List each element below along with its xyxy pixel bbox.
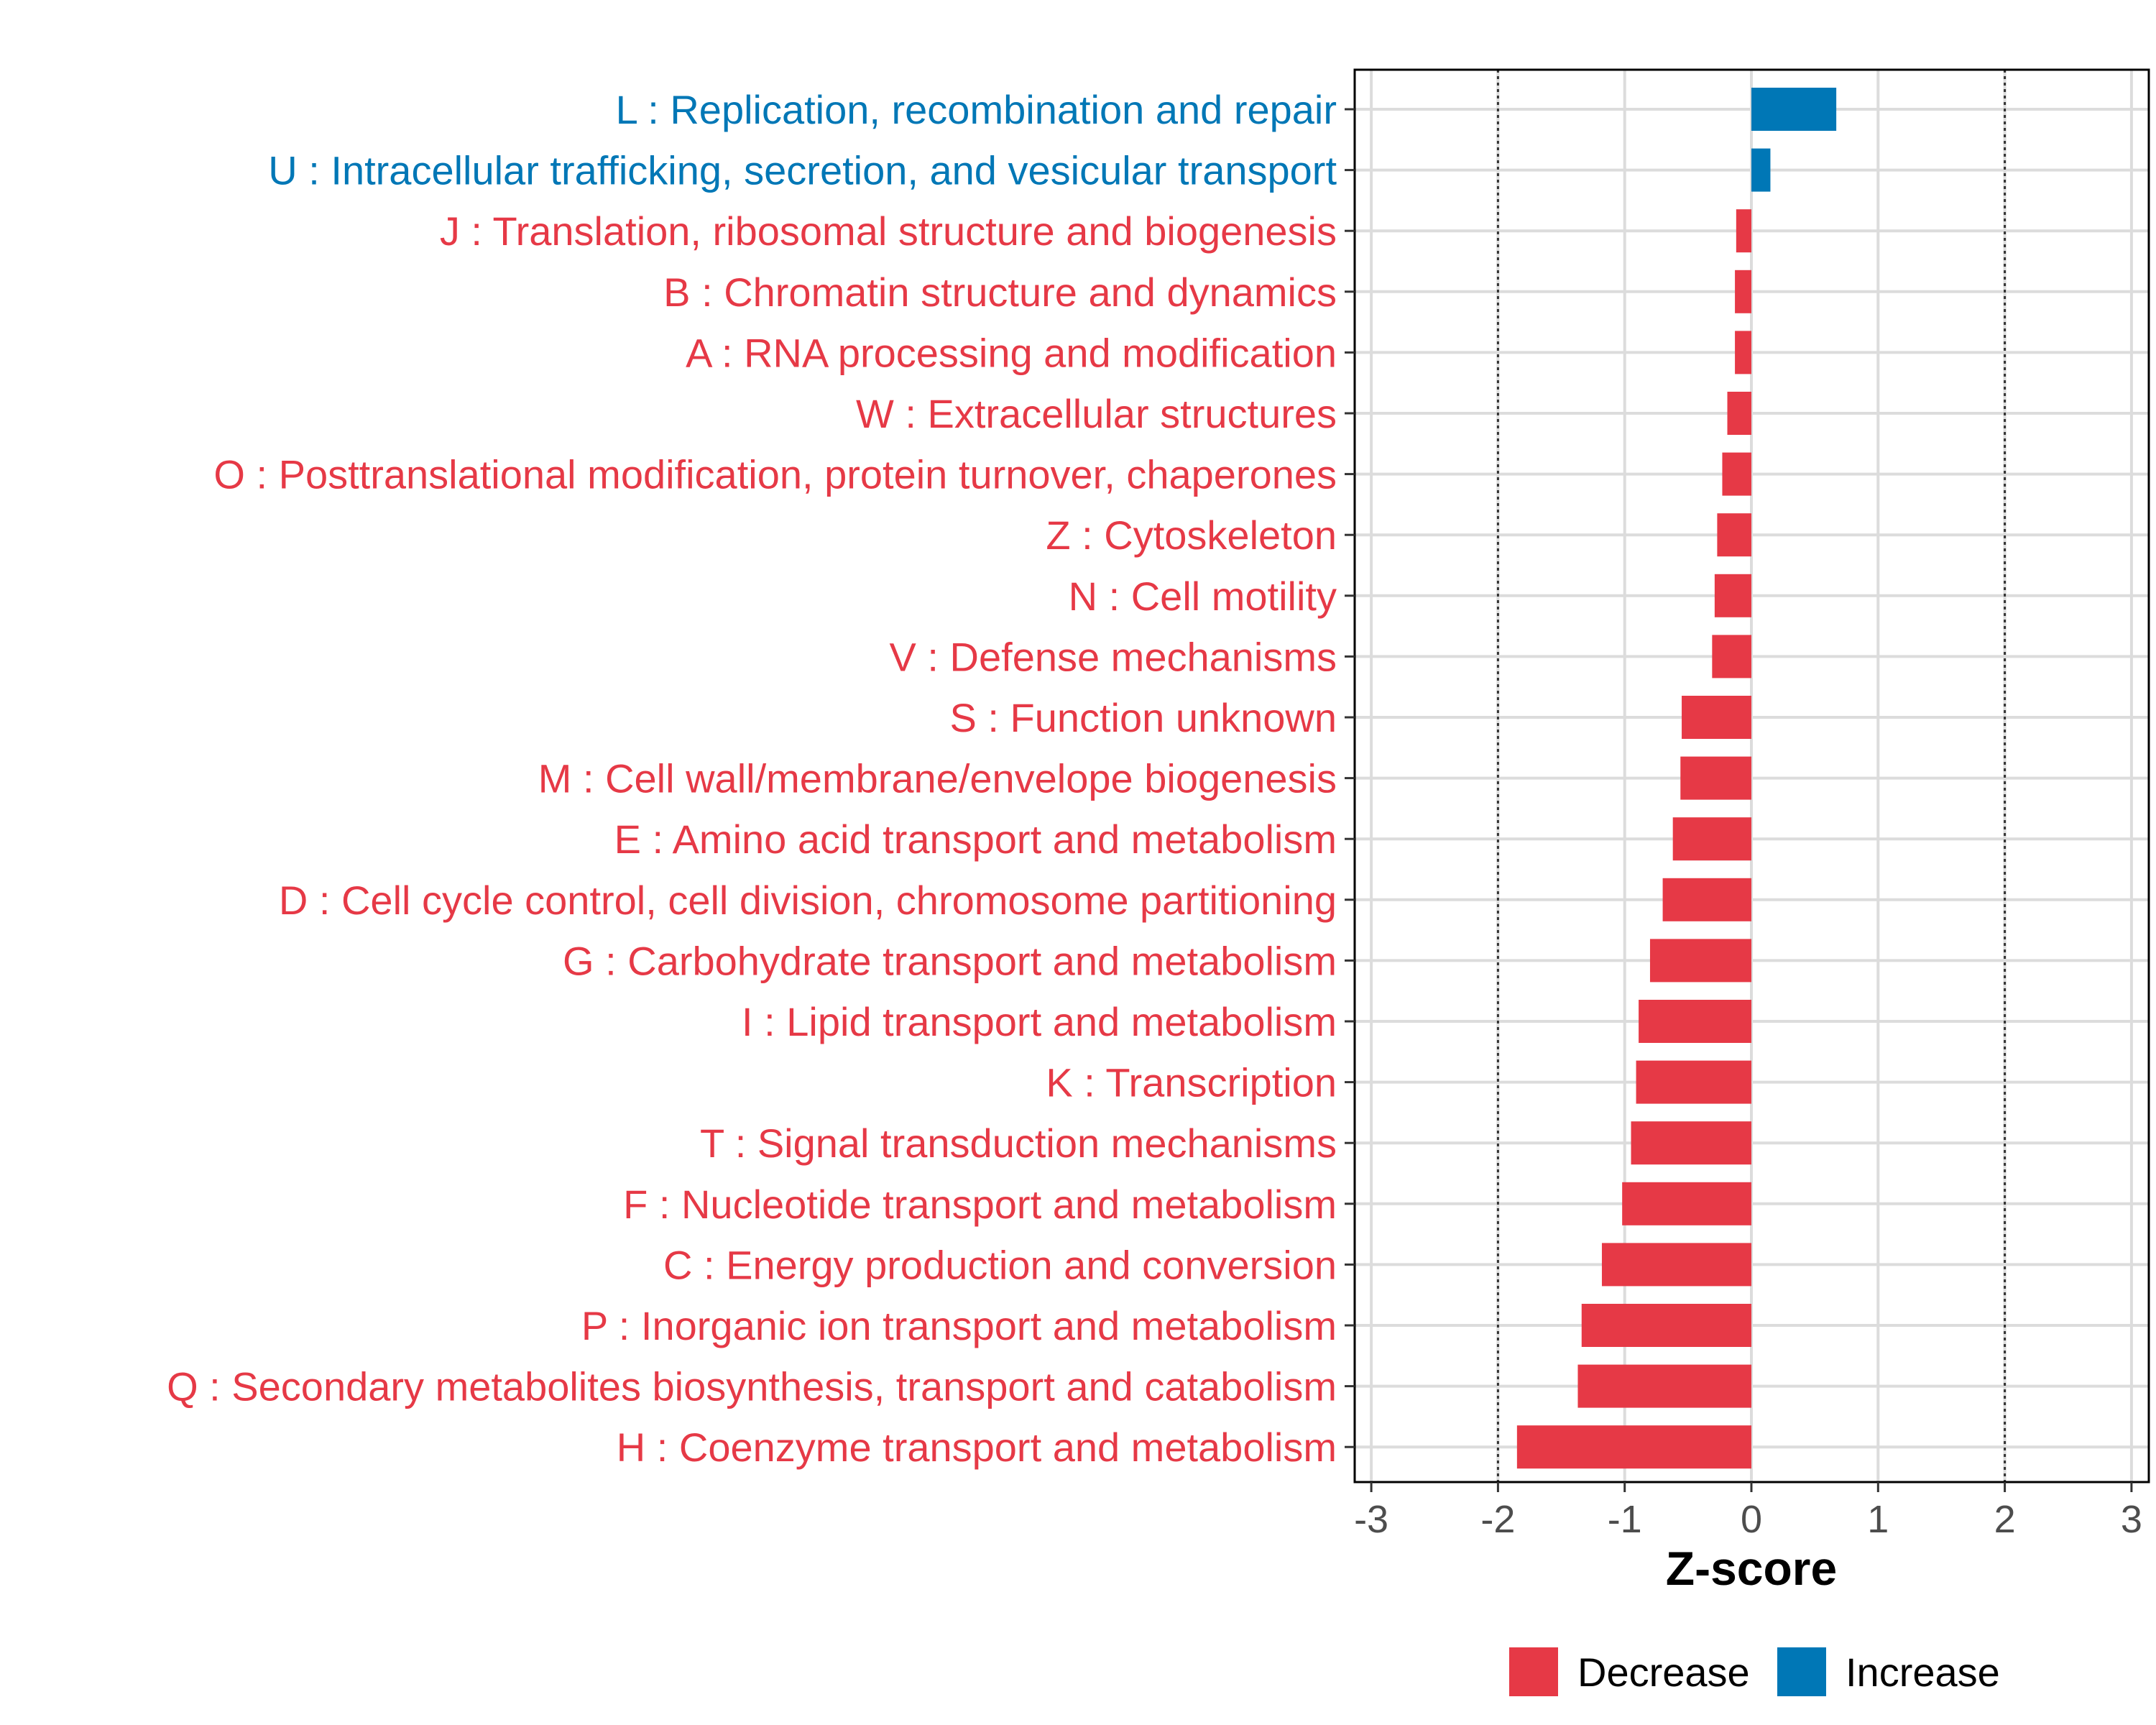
category-label: B : Chromatin structure and dynamics (663, 270, 1337, 315)
category-label: M : Cell wall/membrane/envelope biogenes… (538, 756, 1337, 801)
category-label: J : Translation, ribosomal structure and… (440, 208, 1337, 254)
bar (1682, 696, 1751, 739)
bar (1735, 331, 1751, 374)
legend-label-decrease: Decrease (1577, 1650, 1750, 1695)
bar (1649, 939, 1751, 983)
bar (1672, 817, 1751, 861)
category-label: Z : Cytoskeleton (1046, 512, 1337, 558)
category-label: F : Nucleotide transport and metabolism (623, 1182, 1337, 1227)
bar (1577, 1364, 1751, 1408)
category-label: S : Function unknown (949, 695, 1337, 740)
bar (1516, 1425, 1751, 1469)
category-label: I : Lipid transport and metabolism (742, 999, 1337, 1044)
category-label: C : Energy production and conversion (663, 1242, 1337, 1287)
grid-lines (1355, 70, 2149, 1482)
category-labels: L : Replication, recombination and repai… (167, 87, 1355, 1470)
category-label: G : Carbohydrate transport and metabolis… (563, 938, 1337, 983)
legend-swatch-decrease (1509, 1647, 1558, 1696)
bar (1581, 1304, 1751, 1347)
bar (1714, 574, 1751, 617)
bar (1751, 88, 1837, 131)
legend: Decrease Increase (1509, 1647, 2000, 1696)
category-label: K : Transcription (1046, 1060, 1337, 1105)
x-tick-label: 2 (1994, 1498, 2016, 1541)
bar (1662, 878, 1751, 921)
x-axis-ticks: -3 -2 -1 0 1 2 3 (1354, 1482, 2142, 1541)
bar (1727, 392, 1751, 435)
x-axis-title: Z-score (1666, 1542, 1837, 1595)
x-tick-label: -1 (1608, 1498, 1642, 1541)
category-label: E : Amino acid transport and metabolism (614, 816, 1337, 862)
category-label: L : Replication, recombination and repai… (616, 87, 1337, 132)
legend-label-increase: Increase (1846, 1650, 2000, 1695)
category-label: W : Extracellular structures (856, 391, 1337, 436)
bar (1601, 1243, 1751, 1287)
bar (1736, 209, 1751, 253)
category-label: P : Inorganic ion transport and metaboli… (581, 1303, 1337, 1348)
bar (1717, 513, 1751, 557)
bar (1639, 1000, 1751, 1043)
x-tick-label: -2 (1480, 1498, 1515, 1541)
category-label: V : Defense mechanisms (890, 634, 1337, 679)
category-label: U : Intracellular trafficking, secretion… (268, 148, 1337, 193)
x-tick-label: 3 (2121, 1498, 2142, 1541)
legend-swatch-increase (1777, 1647, 1826, 1696)
bar (1722, 452, 1751, 496)
bar (1680, 756, 1751, 800)
bar (1712, 635, 1751, 678)
category-label: O : Posttranslational modification, prot… (213, 452, 1337, 497)
bar (1751, 148, 1771, 192)
bar (1622, 1182, 1751, 1225)
x-tick-label: 0 (1741, 1498, 1762, 1541)
x-tick-label: 1 (1867, 1498, 1889, 1541)
category-label: Q : Secondary metabolites biosynthesis, … (167, 1364, 1337, 1409)
category-label: A : RNA processing and modification (686, 330, 1337, 375)
category-label: N : Cell motility (1069, 574, 1337, 619)
bars (1516, 88, 1837, 1469)
x-tick-label: -3 (1354, 1498, 1388, 1541)
category-label: T : Signal transduction mechanisms (700, 1121, 1337, 1166)
category-label: D : Cell cycle control, cell division, c… (279, 878, 1337, 923)
bar (1735, 270, 1751, 313)
bar (1636, 1060, 1751, 1104)
category-label: H : Coenzyme transport and metabolism (617, 1425, 1337, 1470)
bar (1631, 1121, 1751, 1165)
